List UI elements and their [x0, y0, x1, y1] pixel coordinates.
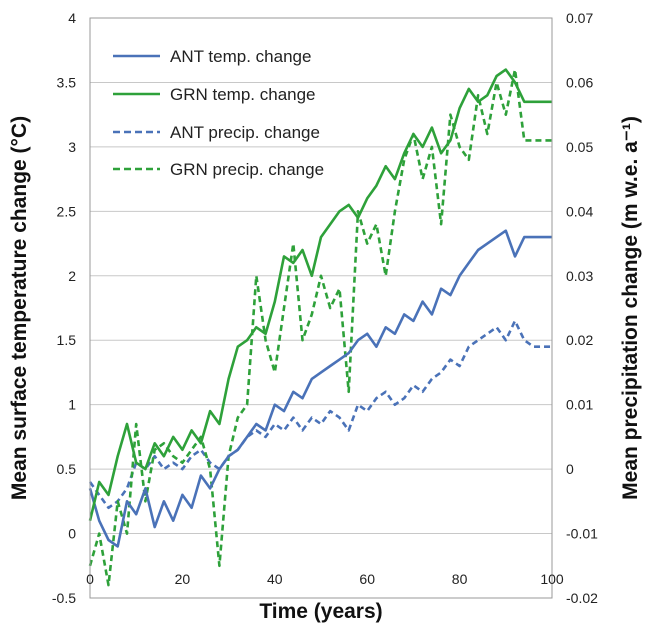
- series-grn-temp-line: [88, 68, 552, 522]
- y-right-tick-label: 0.01: [566, 397, 593, 413]
- legend-label-ant-precip: ANT precip. change: [170, 123, 320, 142]
- y-right-tick-label: 0.03: [566, 268, 593, 284]
- y-left-tick-label: 3.5: [57, 74, 77, 90]
- y-left-tick-label: 0: [68, 526, 76, 542]
- y-right-tick-label: 0.07: [566, 10, 593, 26]
- y-right-axis-title: Mean precipitation change (m w.e. a⁻¹): [619, 116, 642, 500]
- y-left-axis-title: Mean surface temperature change (°C): [8, 116, 31, 500]
- y-left-tick-label: 4: [68, 10, 76, 26]
- x-tick-label: 40: [267, 571, 283, 587]
- plot-frame: [89, 17, 553, 599]
- x-tick-label: 100: [540, 571, 564, 587]
- legend: ANT temp. change GRN temp. change ANT pr…: [113, 47, 324, 179]
- x-tick-label: 60: [359, 571, 375, 587]
- y-left-tick-label: 3: [68, 139, 76, 155]
- x-axis-title: Time (years): [259, 600, 382, 623]
- y-right-tick-label: 0.02: [566, 332, 593, 348]
- series-layer: [88, 68, 552, 587]
- x-tick-label: 20: [175, 571, 191, 587]
- y-left-tick-label: 2.5: [57, 203, 77, 219]
- legend-label-ant-temp: ANT temp. change: [170, 47, 311, 66]
- y-right-tick-label: -0.02: [566, 590, 598, 606]
- y-right-tick-label: 0.04: [566, 203, 593, 219]
- y-left-axis-ticks: -0.5 0 0.5 1 1.5 2 2.5 3 3.5 4: [52, 10, 76, 606]
- x-axis-ticks: 0 20 40 60 80 100: [86, 571, 564, 587]
- x-tick-label: 0: [86, 571, 94, 587]
- y-left-tick-label: 0.5: [57, 461, 77, 477]
- series-ant-precip-line: [88, 319, 552, 510]
- y-left-tick-label: -0.5: [52, 590, 76, 606]
- y-right-tick-label: 0.06: [566, 74, 593, 90]
- y-left-tick-label: 1: [68, 397, 76, 413]
- legend-label-grn-temp: GRN temp. change: [170, 85, 316, 104]
- y-right-tick-label: -0.01: [566, 526, 598, 542]
- legend-label-grn-precip: GRN precip. change: [170, 160, 324, 179]
- series-ant-temp-line: [88, 229, 552, 548]
- x-tick-label: 80: [452, 571, 468, 587]
- y-left-tick-label: 1.5: [57, 332, 77, 348]
- y-right-tick-label: 0: [566, 461, 574, 477]
- y-right-axis-ticks: -0.02 -0.01 0 0.01 0.02 0.03 0.04 0.05 0.06 0.07: [566, 10, 598, 606]
- y-right-tick-label: 0.05: [566, 139, 593, 155]
- y-left-tick-label: 2: [68, 268, 76, 284]
